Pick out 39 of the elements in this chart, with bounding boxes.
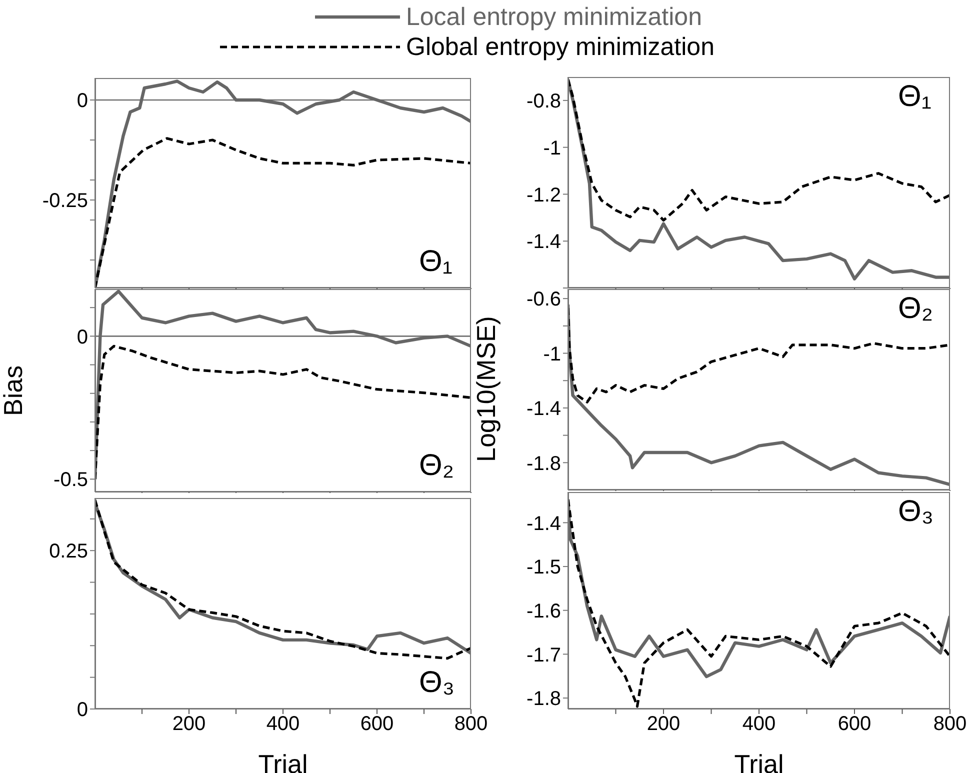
annotation: Θ₂ (419, 449, 454, 482)
y-tick-label: -1 (543, 343, 561, 366)
y-tick-label: -1.8 (526, 452, 561, 475)
x-tick-label: 400 (742, 713, 776, 736)
x-tick-label: 800 (454, 713, 488, 736)
y-tick-label: -1.6 (526, 600, 561, 622)
y-tick-label: -1.2 (526, 184, 561, 206)
y-tick-label: 0 (76, 326, 88, 348)
annotation: Θ₃ (419, 666, 455, 699)
y-tick-label: -0.6 (526, 288, 561, 311)
y-tick-label: -1.7 (526, 644, 561, 666)
y-tick-label: -0.25 (42, 190, 88, 212)
x-tick-label: 600 (838, 713, 872, 736)
x-tick-label: 200 (646, 713, 680, 736)
x-tick-label: 800 (933, 713, 967, 736)
x-tick-label: 200 (172, 713, 206, 736)
y-tick-label: 0 (76, 699, 88, 722)
text: Global entropy minimization (406, 32, 714, 62)
y-axis-title: Bias (0, 364, 29, 418)
y-tick-label: -1 (543, 137, 561, 160)
y-tick-label: -0.5 (54, 469, 88, 492)
x-tick-label: 600 (360, 713, 394, 736)
annotation: Θ₁ (898, 80, 932, 113)
legend-label: Local entropy minimization (406, 2, 702, 32)
annotation: Θ₃ (898, 495, 934, 528)
x-axis-title: Trial (734, 749, 784, 773)
x-axis-title: Trial (258, 749, 308, 773)
y-tick-label: -1.8 (526, 688, 561, 710)
y-tick-label: -1.5 (526, 556, 561, 579)
y-tick-label: -1.4 (526, 512, 561, 535)
y-tick-label: -1.4 (526, 231, 561, 254)
y-tick-label: 0.25 (49, 540, 88, 563)
annotation: Θ₁ (419, 245, 452, 278)
annotation: Θ₂ (898, 292, 933, 325)
y-tick-label: 0 (76, 90, 88, 112)
y-tick-label: -0.8 (526, 90, 561, 113)
y-tick-label: -1.4 (526, 398, 561, 420)
y-axis-title: Log10(MSE) (471, 316, 502, 464)
x-tick-label: 400 (266, 713, 300, 736)
